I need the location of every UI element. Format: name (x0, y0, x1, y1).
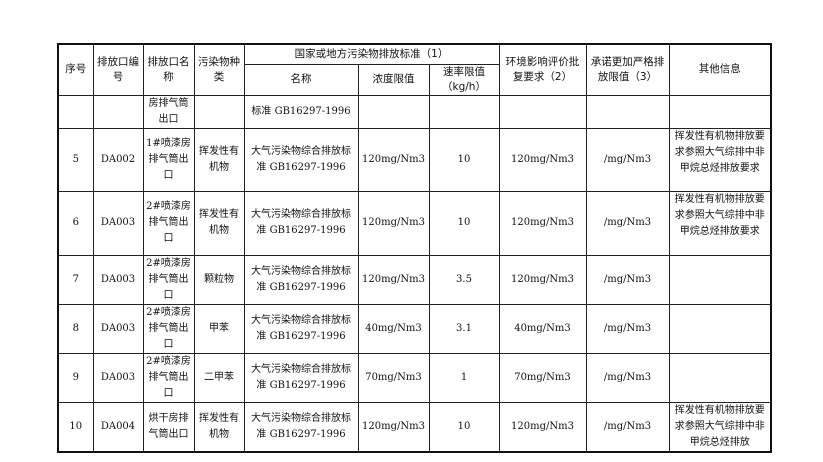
header-seq: 序号 (57, 43, 94, 96)
cell-name: 2#喷漆房排气筒出口 (142, 352, 195, 403)
header-standard-group: 国家或地方污染物排放标准（1） (243, 43, 500, 65)
cell-commit: /mg/Nm3 (585, 254, 670, 305)
cell-std: 大气污染物综合排放标准 GB16297-1996 (243, 401, 359, 453)
cell-name: 2#喷漆房排气筒出口 (142, 254, 195, 305)
cell-commit: /mg/Nm3 (585, 401, 670, 453)
cell-eia: 120mg/Nm3 (498, 190, 587, 256)
cell-rate: 3.1 (428, 303, 500, 354)
cell-name: 1#喷漆房排气筒出口 (142, 127, 195, 192)
cell-code: DA003 (92, 190, 144, 256)
table-row: 5 DA002 1#喷漆房排气筒出口 挥发性有机物 大气污染物综合排放标准 GB1629… (57, 127, 772, 192)
cell-code: DA002 (92, 127, 144, 192)
cell-name: 烘干房排气筒出口 (142, 401, 195, 453)
cell-eia: 40mg/Nm3 (498, 303, 587, 354)
cell-eia: 120mg/Nm3 (498, 254, 587, 305)
cell-eia: 120mg/Nm3 (498, 401, 587, 453)
cell-rate: 10 (428, 190, 500, 256)
cell-code: DA003 (92, 254, 144, 305)
cell-conc: 120mg/Nm3 (357, 190, 430, 256)
cell-rate: 10 (428, 401, 500, 453)
cell-seq: 7 (57, 254, 94, 305)
cell-rate: 10 (428, 127, 500, 192)
cell-pollutant: 二甲苯 (193, 352, 245, 403)
cell-seq (57, 94, 94, 129)
cell-other: 挥发性有机物排放要求参照大气综排中非甲烷总烃排放要求 (668, 127, 772, 192)
cell-seq: 10 (57, 401, 94, 453)
header-other: 其他信息 (668, 43, 772, 96)
cell-std: 大气污染物综合排放标准 GB16297-1996 (243, 127, 359, 192)
cell-std: 大气污染物综合排放标准 GB16297-1996 (243, 352, 359, 403)
cell-other (668, 303, 772, 354)
table-row: 房排气筒出口 标准 GB16297-1996 (57, 94, 772, 129)
cell-eia: 120mg/Nm3 (498, 127, 587, 192)
cell-name: 2#喷漆房排气筒出口 (142, 303, 195, 354)
header-eia: 环境影响评价批复要求（2） (498, 43, 587, 96)
cell-code: DA004 (92, 401, 144, 453)
cell-conc: 120mg/Nm3 (357, 254, 430, 305)
cell-name: 2#喷漆房排气筒出口 (142, 190, 195, 256)
cell-rate: 3.5 (428, 254, 500, 305)
cell-code: DA003 (92, 352, 144, 403)
table-row: 6 DA003 2#喷漆房排气筒出口 挥发性有机物 大气污染物综合排放标准 GB1629… (57, 190, 772, 256)
cell-conc: 120mg/Nm3 (357, 127, 430, 192)
header-outlet-code: 排放口编号 (92, 43, 144, 96)
cell-other (668, 352, 772, 403)
emission-standards-table: 序号 排放口编号 排放口名称 污染物种类 国家或地方污染物排放标准（1） 环境影… (57, 43, 772, 453)
table-row: 8 DA003 2#喷漆房排气筒出口 甲苯 大气污染物综合排放标准 GB16297-19… (57, 303, 772, 354)
cell-conc: 120mg/Nm3 (357, 401, 430, 453)
header-commit: 承诺更加严格排放限值（3） (585, 43, 670, 96)
cell-conc: 40mg/Nm3 (357, 303, 430, 354)
cell-pollutant: 甲苯 (193, 303, 245, 354)
cell-other: 挥发性有机物排放要求参照大气综排中非甲烷总烃排放要求 (668, 190, 772, 256)
cell-std: 大气污染物综合排放标准 GB16297-1996 (243, 190, 359, 256)
cell-seq: 5 (57, 127, 94, 192)
cell-other: 挥发性有机物排放要求参照大气综排中非甲烷总烃排放 (668, 401, 772, 453)
table-row: 9 DA003 2#喷漆房排气筒出口 二甲苯 大气污染物综合排放标准 GB16297-1… (57, 352, 772, 403)
cell-rate: 1 (428, 352, 500, 403)
cell-commit: /mg/Nm3 (585, 127, 670, 192)
cell-name: 房排气筒出口 (142, 94, 195, 129)
cell-pollutant: 挥发性有机物 (193, 401, 245, 453)
header-outlet-name: 排放口名称 (142, 43, 195, 96)
cell-conc (357, 94, 430, 129)
cell-commit (585, 94, 670, 129)
cell-pollutant (193, 94, 245, 129)
cell-commit: /mg/Nm3 (585, 352, 670, 403)
header-rate: 速率限值（kg/h） (428, 63, 500, 96)
header-pollutant: 污染物种类 (193, 43, 245, 96)
cell-conc: 70mg/Nm3 (357, 352, 430, 403)
cell-code: DA003 (92, 303, 144, 354)
cell-seq: 8 (57, 303, 94, 354)
cell-seq: 9 (57, 352, 94, 403)
cell-eia (498, 94, 587, 129)
cell-eia: 70mg/Nm3 (498, 352, 587, 403)
table-row: 7 DA003 2#喷漆房排气筒出口 颗粒物 大气污染物综合排放标准 GB16297-1… (57, 254, 772, 305)
cell-seq: 6 (57, 190, 94, 256)
cell-rate (428, 94, 500, 129)
cell-other (668, 94, 772, 129)
header-std-name: 名称 (243, 63, 359, 96)
header-concentration: 浓度限值 (357, 63, 430, 96)
cell-pollutant: 颗粒物 (193, 254, 245, 305)
cell-std: 标准 GB16297-1996 (243, 94, 359, 129)
cell-commit: /mg/Nm3 (585, 190, 670, 256)
cell-pollutant: 挥发性有机物 (193, 127, 245, 192)
cell-std: 大气污染物综合排放标准 GB16297-1996 (243, 254, 359, 305)
table-row: 10 DA004 烘干房排气筒出口 挥发性有机物 大气污染物综合排放标准 GB16297… (57, 401, 772, 453)
cell-pollutant: 挥发性有机物 (193, 190, 245, 256)
cell-std: 大气污染物综合排放标准 GB16297-1996 (243, 303, 359, 354)
cell-commit: /mg/Nm3 (585, 303, 670, 354)
cell-code (92, 94, 144, 129)
cell-other (668, 254, 772, 305)
